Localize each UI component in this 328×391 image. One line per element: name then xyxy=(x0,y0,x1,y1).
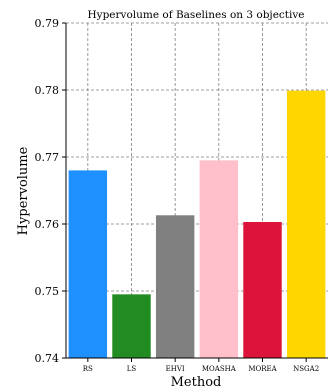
y-tick-label: 0.76 xyxy=(35,218,60,231)
bar-rs xyxy=(68,170,108,358)
x-tick-label: RS xyxy=(83,365,93,373)
bar-nsga2 xyxy=(286,90,326,359)
axes xyxy=(65,23,328,359)
y-tick-label: 0.79 xyxy=(35,17,60,30)
x-tick-label: LS xyxy=(127,365,137,373)
y-axis-label: Hypervolume xyxy=(16,146,31,235)
y-tick-label: 0.75 xyxy=(35,285,60,298)
bars xyxy=(68,90,326,359)
y-ticks: 0.74 0.75 0.76 0.77 0.78 0.79 xyxy=(35,17,66,365)
bar-moasha xyxy=(199,160,239,358)
x-ticks: RS LS EHVI MOASHA MOREA NSGA2 xyxy=(83,358,319,373)
x-tick-label: EHVI xyxy=(166,365,185,373)
x-tick-label: NSGA2 xyxy=(293,365,319,373)
x-tick-label: MOREA xyxy=(248,365,277,373)
x-axis-label: Method xyxy=(171,375,222,390)
y-tick-label: 0.74 xyxy=(35,352,60,365)
y-tick-label: 0.78 xyxy=(35,84,60,97)
y-tick-label: 0.77 xyxy=(35,151,60,164)
bar-ls xyxy=(112,294,151,358)
chart-title: Hypervolume of Baselines on 3 objective xyxy=(87,9,304,21)
bar-morea xyxy=(243,221,282,358)
bar-ehvi xyxy=(155,215,195,358)
x-tick-label: MOASHA xyxy=(202,365,237,373)
